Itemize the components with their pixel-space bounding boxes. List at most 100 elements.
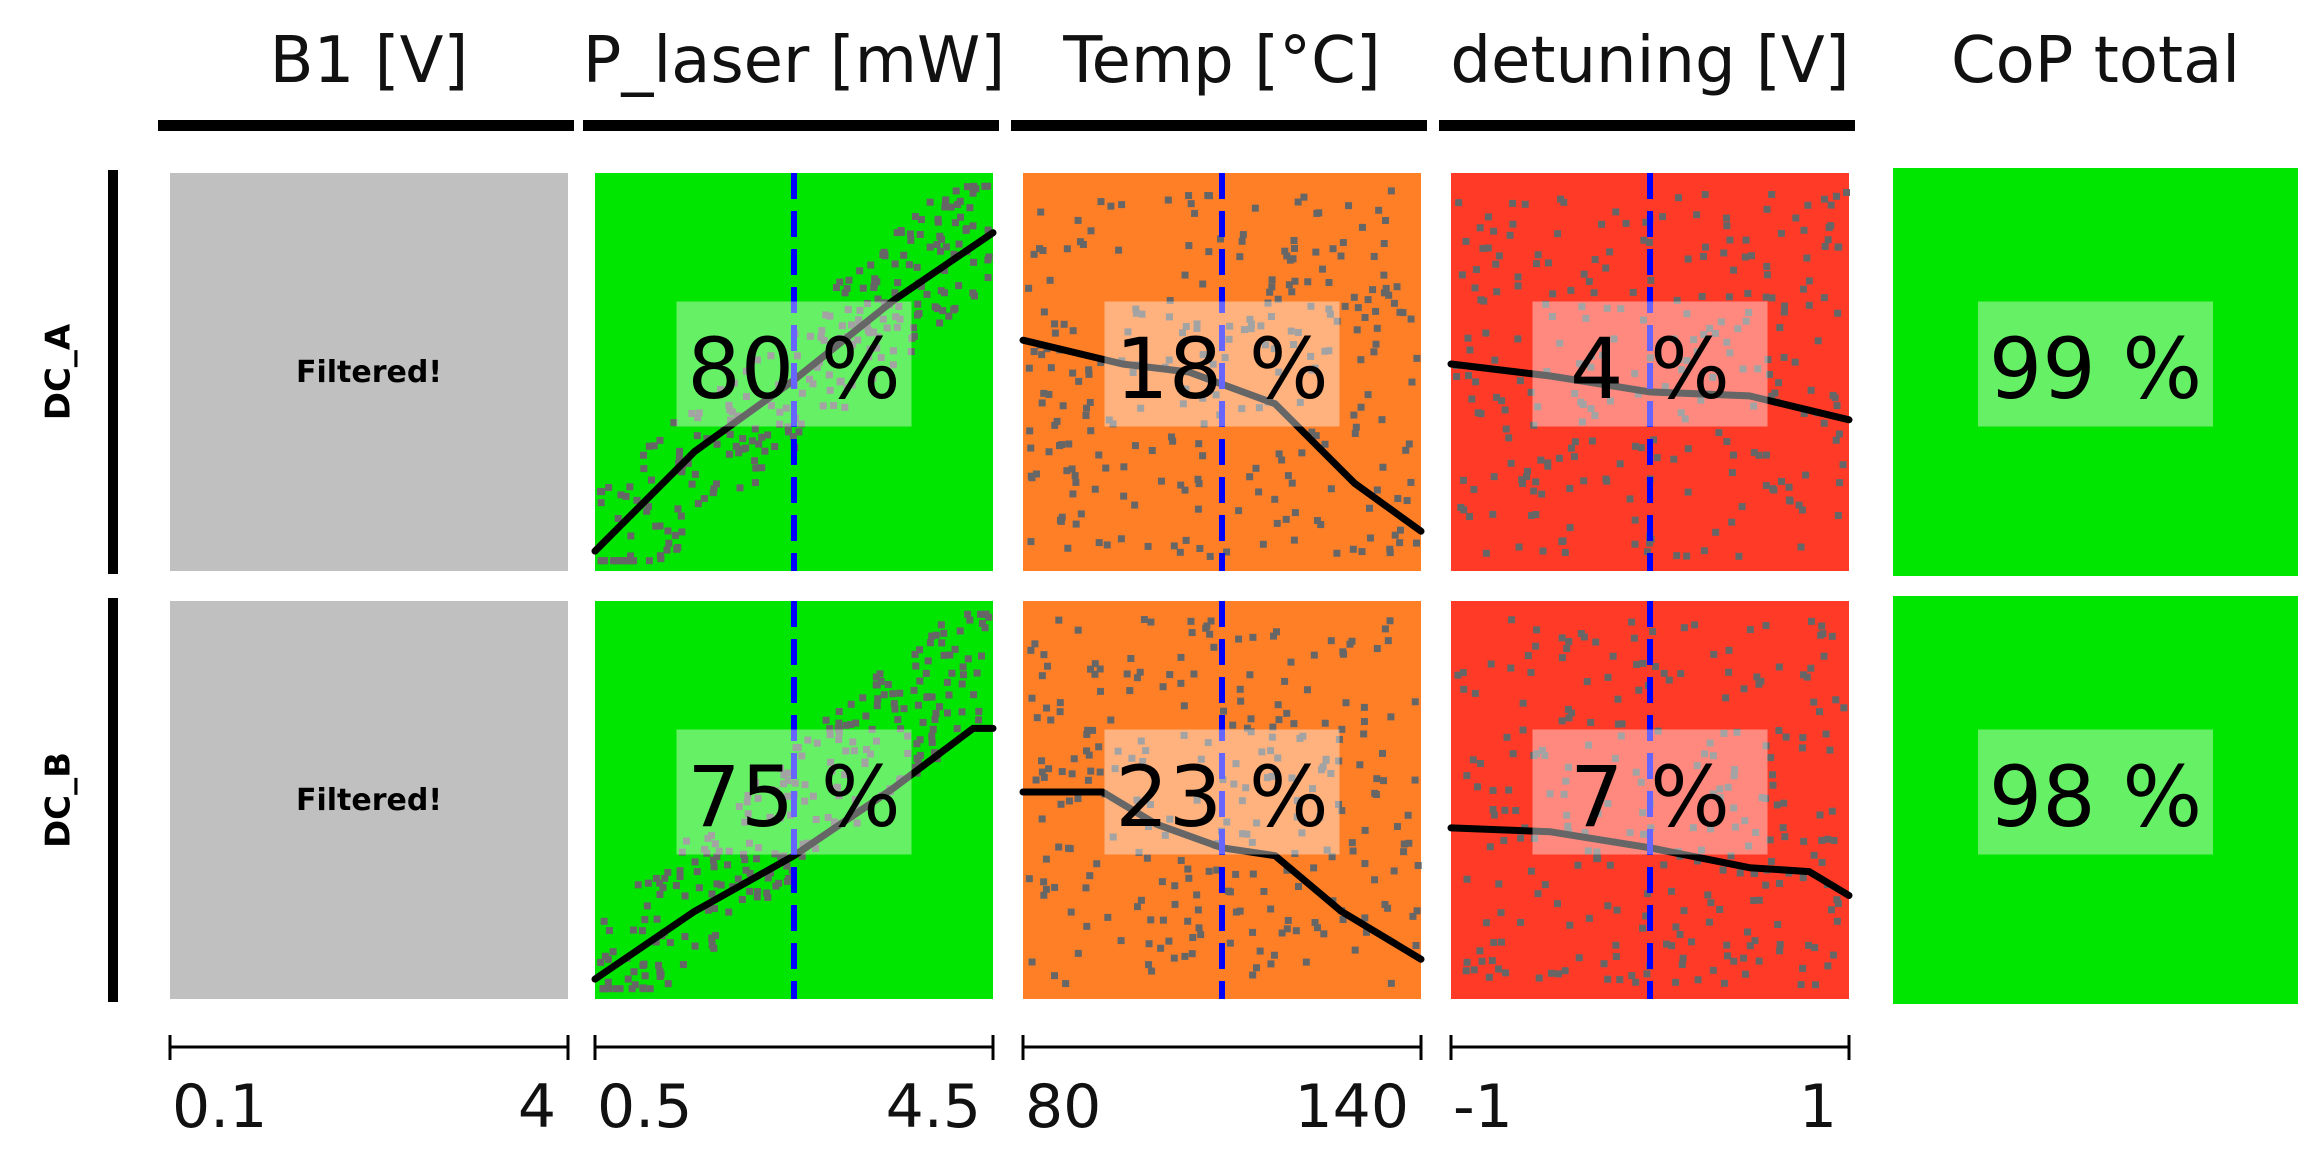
scatter-point	[914, 300, 922, 308]
scatter-point	[891, 260, 899, 268]
scatter-point	[1482, 329, 1490, 337]
scatter-point	[736, 484, 744, 492]
scatter-point	[1556, 339, 1564, 347]
scatter-point	[1087, 767, 1095, 775]
scatter-point	[1775, 379, 1783, 387]
scatter-point	[1047, 364, 1055, 372]
scatter-point	[1412, 539, 1420, 547]
scatter-point	[874, 695, 882, 703]
scatter-point	[956, 627, 964, 635]
scatter-point	[1676, 930, 1684, 938]
scatter-point	[776, 408, 784, 416]
scatter-point	[1534, 251, 1542, 259]
scatter-point	[1835, 430, 1843, 438]
scatter-point	[843, 285, 851, 293]
scatter-point	[861, 760, 869, 768]
scatter-point	[1133, 674, 1141, 682]
scatter-point	[1775, 727, 1783, 735]
scatter-point	[872, 681, 880, 689]
scatter-point	[1612, 941, 1620, 949]
scatter-point	[1246, 473, 1254, 481]
total-cell-background	[1893, 168, 2298, 576]
scatter-point	[1834, 243, 1842, 251]
scatter-point	[1249, 928, 1257, 936]
scatter-point	[1834, 512, 1842, 520]
scatter-point	[1832, 436, 1840, 444]
scatter-point	[752, 464, 760, 472]
scatter-point	[1380, 271, 1388, 279]
filtered-label: Filtered!	[296, 783, 442, 818]
scatter-point	[1763, 262, 1771, 270]
scatter-point	[1205, 248, 1213, 256]
scatter-point	[975, 707, 983, 715]
scatter-point	[1133, 796, 1141, 804]
scatter-point	[1402, 446, 1410, 454]
scatter-point	[1639, 316, 1647, 324]
scatter-point	[1229, 721, 1237, 729]
scatter-point	[906, 230, 914, 238]
axis-tick-label-max: 140	[1294, 1072, 1409, 1142]
scatter-point	[1072, 478, 1080, 486]
scatter-point	[791, 779, 799, 787]
scatter-point	[1677, 670, 1685, 678]
scatter-point	[1509, 220, 1517, 228]
scatter-point	[754, 888, 762, 896]
scatter-point	[1593, 848, 1601, 856]
scatter-point	[775, 879, 783, 887]
scatter-point	[1097, 198, 1105, 206]
scatter-point	[1558, 654, 1566, 662]
scatter-point	[1226, 939, 1234, 947]
scatter-point	[926, 198, 934, 206]
scatter-point	[652, 874, 660, 882]
scatter-point	[841, 289, 849, 297]
scatter-point	[1642, 912, 1650, 920]
scatter-point	[812, 815, 820, 823]
scatter-point	[1577, 630, 1585, 638]
scatter-point	[1631, 370, 1639, 378]
scatter-point	[1386, 617, 1394, 625]
scatter-point	[1191, 209, 1199, 217]
scatter-point	[1730, 804, 1738, 812]
scatter-point	[1484, 213, 1492, 221]
scatter-point	[1378, 416, 1386, 424]
scatter-point	[1025, 875, 1033, 883]
scatter-point	[1553, 900, 1561, 908]
scatter-point	[1028, 474, 1036, 482]
scatter-point	[672, 882, 680, 890]
scatter-point	[1463, 875, 1471, 883]
scatter-point	[1046, 276, 1054, 284]
scatter-point	[1107, 202, 1115, 210]
scatter-point	[766, 869, 774, 877]
scatter-point	[1762, 451, 1770, 459]
scatter-point	[1115, 246, 1123, 254]
scatter-point	[1729, 266, 1737, 274]
scatter-point	[1038, 768, 1046, 776]
scatter-point	[895, 302, 903, 310]
scatter-point	[1660, 861, 1668, 869]
scatter-point	[1412, 941, 1420, 949]
scatter-point	[1039, 246, 1047, 254]
scatter-point	[947, 203, 955, 211]
scatter-point	[964, 655, 972, 663]
scatter-point	[1056, 699, 1064, 707]
scatter-point	[1463, 958, 1471, 966]
scatter-point	[1396, 539, 1404, 547]
scatter-point	[1491, 356, 1499, 364]
percent-label-box	[1104, 301, 1340, 427]
scatter-point	[977, 610, 985, 618]
scatter-point	[1769, 781, 1777, 789]
scatter-point	[679, 961, 687, 969]
scatter-point	[1238, 405, 1246, 413]
scatter-point	[1720, 249, 1728, 257]
scatter-point	[900, 251, 908, 259]
scatter-point	[1243, 724, 1251, 732]
scatter-point	[1235, 507, 1243, 515]
scatter-point	[1405, 839, 1413, 847]
scatter-point	[826, 312, 834, 320]
scatter-point	[1111, 765, 1119, 773]
scatter-point	[1085, 370, 1093, 378]
scatter-point	[1223, 818, 1231, 826]
scatter-point	[1381, 217, 1389, 225]
scatter-point	[1365, 504, 1373, 512]
scatter-point	[1384, 904, 1392, 912]
